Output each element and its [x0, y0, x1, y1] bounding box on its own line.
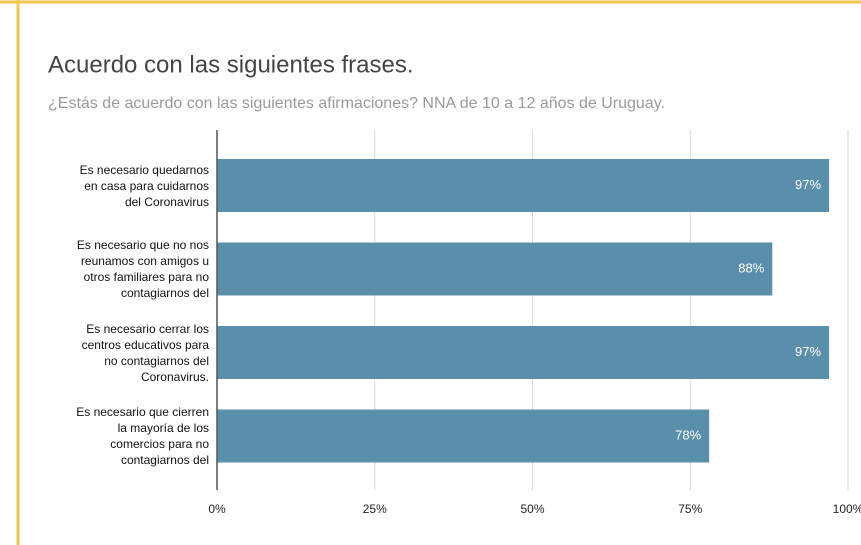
y-tick-label: Es necesario que cierren la mayoría de l… — [76, 405, 209, 467]
y-tick-label: Es necesario quedarnos en casa para cuid… — [79, 162, 209, 209]
chart-subtitle: ¿Estás de acuerdo con las siguientes afi… — [48, 95, 665, 112]
x-tick-label: 0% — [208, 502, 226, 516]
x-tick-label: 50% — [520, 502, 544, 516]
x-tick-label: 100% — [833, 502, 861, 516]
value-label: 78% — [675, 427, 701, 442]
value-label: 97% — [795, 177, 821, 192]
x-tick-label: 75% — [678, 502, 702, 516]
bar — [217, 326, 830, 379]
y-tick-label: Es necesario que no nos reunamos con ami… — [76, 238, 209, 300]
value-label: 88% — [738, 260, 764, 275]
bar — [217, 159, 830, 212]
x-tick-label: 25% — [363, 502, 387, 516]
bar — [217, 242, 773, 296]
chart-title: Acuerdo con las siguientes frases. — [48, 51, 414, 78]
value-label: 97% — [795, 344, 821, 359]
bar — [217, 409, 710, 463]
y-tick-label: Es necesario cerrar los centros educativ… — [81, 321, 209, 384]
